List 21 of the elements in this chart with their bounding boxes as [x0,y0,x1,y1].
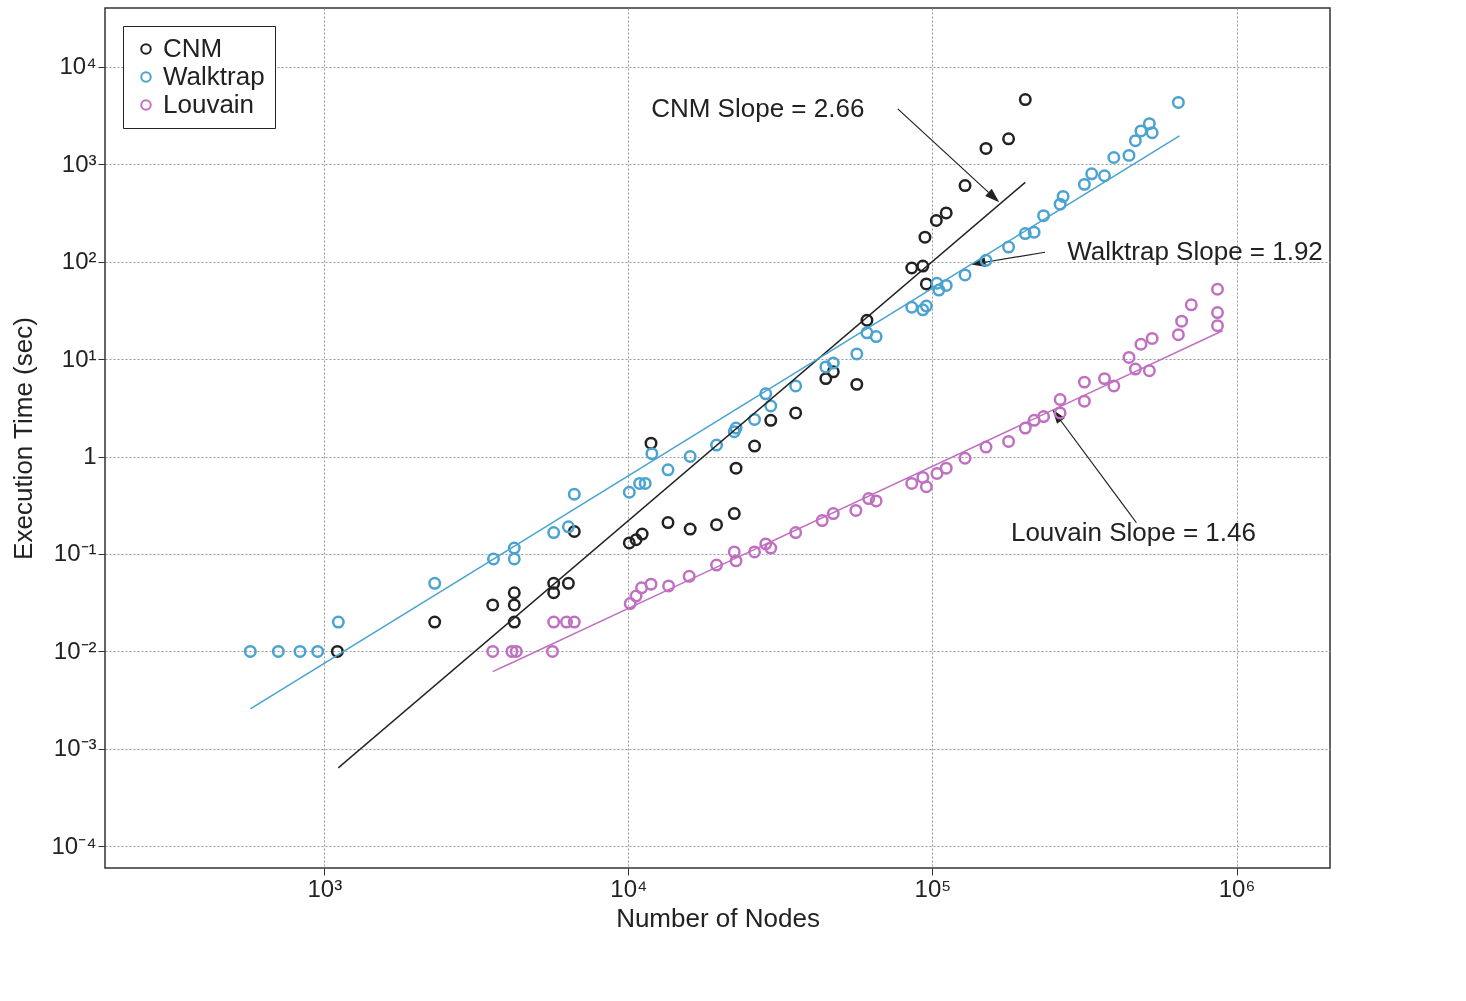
x-axis-title: Number of Nodes [616,902,820,933]
y-tick-label: 10² [61,247,97,275]
x-tick-label: 10⁵ [914,874,952,902]
annotation: Walktrap Slope = 1.92 [1067,236,1323,267]
y-tick-label: 1 [83,442,97,470]
y-tick-label: 10⁴ [59,52,97,80]
y-axis-title: Execution Time (sec) [8,317,39,560]
y-tick-label: 10⁻² [53,636,97,664]
y-tick-label: 10¹ [61,344,97,372]
y-tick-label: 10⁻³ [53,734,97,762]
legend-label: CNM [163,33,223,63]
x-tick-label: 10³ [307,874,343,902]
x-tick-label: 10⁴ [610,874,648,902]
y-tick-label: 10⁻⁴ [51,831,97,859]
y-tick-label: 10³ [61,149,97,177]
x-tick-label: 10⁶ [1218,874,1256,902]
legend-label: Louvain [163,89,255,119]
y-tick-label: 10⁻¹ [53,539,97,567]
annotation: CNM Slope = 2.66 [651,92,865,123]
annotation: Louvain Slope = 1.46 [1010,516,1256,547]
legend-label: Walktrap [163,61,265,91]
